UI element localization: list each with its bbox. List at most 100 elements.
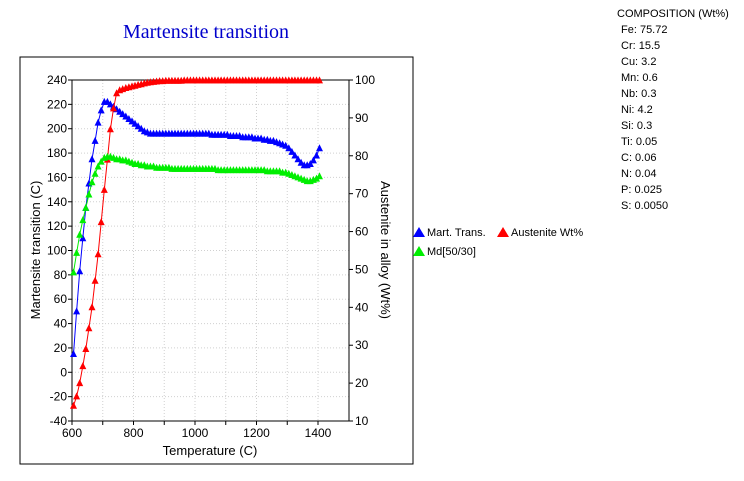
y-tick-label: 240: [47, 73, 67, 87]
data-point: [94, 118, 102, 126]
composition-item: Fe: 75.72: [621, 24, 667, 36]
y-tick-label: 80: [54, 268, 68, 282]
data-point: [309, 156, 317, 164]
x-tick-label: 1400: [305, 426, 332, 440]
legend-marker-austenite: [497, 227, 509, 237]
y-axis-label: Martensite transition (C): [28, 181, 43, 320]
composition-item: Cr: 15.5: [621, 40, 660, 52]
y-tick-label: 220: [47, 97, 67, 111]
data-point: [100, 185, 108, 193]
y2-tick-label: 60: [355, 225, 369, 239]
data-point: [97, 218, 105, 226]
y2-tick-label: 40: [355, 300, 369, 314]
data-point: [110, 104, 117, 112]
legend-label-mart-trans: Mart. Trans.: [427, 227, 486, 239]
data-point: [306, 160, 314, 167]
x-tick-label: 1200: [243, 426, 270, 440]
composition-item: Ti: 0.05: [621, 136, 657, 148]
data-point: [76, 267, 84, 275]
data-point: [313, 174, 320, 182]
chart-title: Martensite transition: [123, 21, 289, 43]
data-point: [76, 230, 84, 238]
composition-item: C: 0.06: [621, 152, 656, 164]
data-point: [85, 190, 93, 198]
chart-frame: [19, 56, 414, 465]
data-point: [88, 303, 96, 311]
data-point: [106, 125, 114, 133]
y-tick-label: 180: [47, 146, 67, 160]
y-tick-label: -40: [50, 414, 68, 428]
data-point: [85, 324, 93, 332]
data-point: [313, 151, 320, 159]
data-point: [291, 151, 299, 159]
data-point: [73, 392, 81, 400]
y2-tick-label: 50: [355, 262, 369, 276]
y-axis-right: 10 20 30 40 50 60 70 80 90 100: [349, 73, 375, 428]
data-point: [316, 144, 323, 152]
series-2: [70, 152, 323, 276]
y-tick-label: 200: [47, 122, 67, 136]
series-0: [70, 97, 323, 357]
y2-tick-label: 80: [355, 149, 369, 163]
data-point: [316, 172, 323, 180]
composition-item: Si: 0.3: [621, 120, 652, 132]
grid: [72, 80, 349, 421]
data-point: [70, 401, 77, 409]
data-point: [88, 155, 96, 163]
composition-item: S: 0.0050: [621, 200, 668, 212]
x-tick-label: 600: [62, 426, 82, 440]
data-point: [82, 203, 90, 211]
composition-item: N: 0.04: [621, 168, 656, 180]
composition-item: P: 0.025: [621, 184, 662, 196]
data-point: [97, 106, 105, 114]
data-point: [73, 248, 81, 256]
legend-marker-md: [413, 246, 425, 256]
y2-tick-label: 90: [355, 111, 369, 125]
data-point: [97, 157, 105, 165]
y2-axis-label: Austenite in alloy (Wt%): [378, 181, 393, 319]
data-point: [70, 268, 77, 276]
data-point: [91, 136, 99, 144]
y2-tick-label: 30: [355, 338, 369, 352]
composition-item: Cu: 3.2: [621, 56, 656, 68]
series-layer: [70, 76, 323, 409]
y-tick-label: 40: [54, 317, 68, 331]
data-point: [294, 155, 302, 163]
data-point: [91, 276, 99, 284]
y2-tick-label: 10: [355, 414, 369, 428]
data-point: [88, 178, 96, 186]
data-point: [288, 147, 296, 155]
legend-label-md: Md[50/30]: [427, 246, 476, 258]
composition-item: Mn: 0.6: [621, 72, 658, 84]
data-point: [285, 144, 293, 152]
data-point: [73, 307, 81, 315]
data-point: [91, 169, 99, 177]
data-point: [94, 162, 102, 170]
data-point: [76, 379, 84, 387]
data-point: [79, 216, 87, 224]
y-tick-label: 60: [54, 292, 68, 306]
composition-panel: COMPOSITION (Wt%) Fe: 75.72 Cr: 15.5 Cu: 3…: [617, 8, 729, 212]
legend: Mart. Trans. Austenite Wt% Md[50/30]: [413, 227, 583, 258]
x-tick-label: 1000: [182, 426, 209, 440]
y2-tick-label: 20: [355, 376, 369, 390]
data-point: [79, 362, 87, 370]
x-axis-label: Temperature (C): [163, 443, 258, 458]
composition-title: COMPOSITION (Wt%): [617, 8, 729, 20]
x-axis: 600 800 1000 1200 1400: [62, 421, 332, 440]
data-point: [316, 76, 323, 84]
y-tick-label: 100: [47, 244, 67, 258]
y-tick-label: 20: [54, 341, 68, 355]
legend-marker-mart-trans: [413, 227, 425, 237]
legend-label-austenite: Austenite Wt%: [511, 227, 583, 239]
series-line: [73, 101, 320, 355]
series-1: [70, 76, 323, 409]
data-point: [79, 234, 87, 242]
y-tick-label: -20: [50, 390, 68, 404]
composition-item: Nb: 0.3: [621, 88, 656, 100]
y-tick-label: 140: [47, 195, 67, 209]
data-point: [82, 345, 90, 352]
y2-tick-label: 100: [355, 73, 375, 87]
y-axis-left: -40 -20 0 20 40 60 80 100 120 140 160 180 200 220 240: [47, 73, 72, 428]
